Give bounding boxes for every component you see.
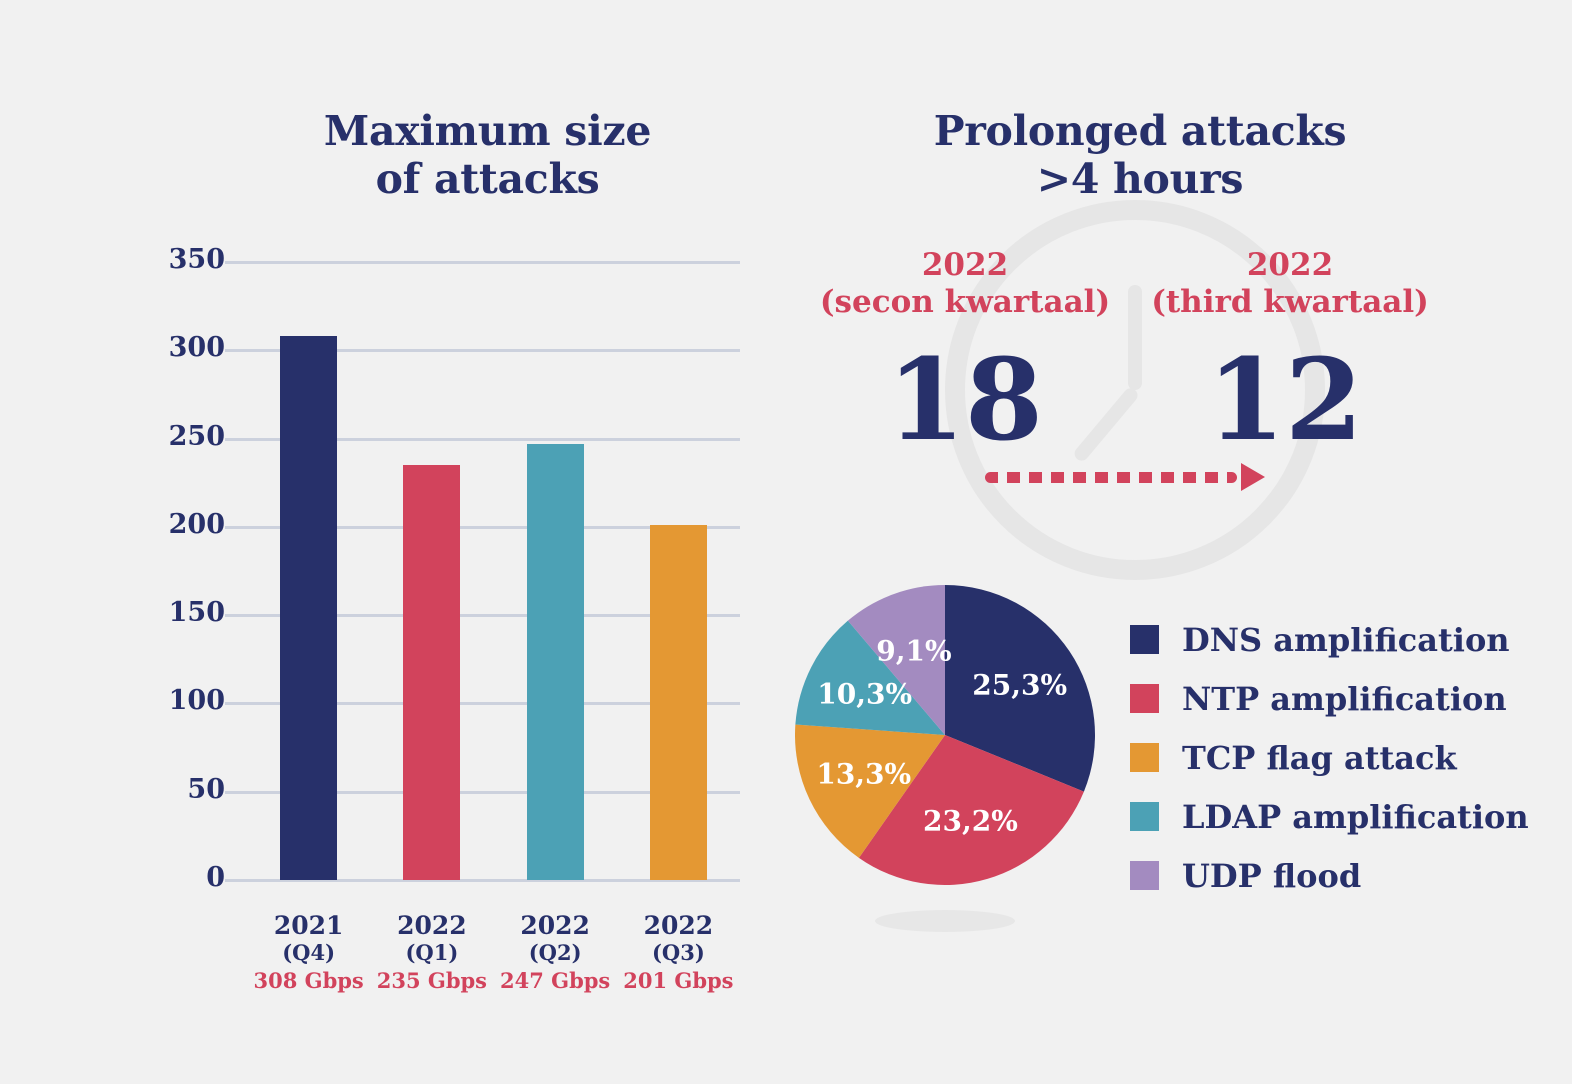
bar-chart-tick <box>225 614 247 618</box>
pie-slice <box>858 735 1084 885</box>
trend-arrow-head-icon <box>1241 463 1265 491</box>
prolonged-attacks-count-right: 12 <box>1207 335 1363 466</box>
trend-arrow <box>985 462 1275 492</box>
bar-chart-gridline <box>247 261 740 264</box>
quarter-label-left-quarter: (secon kwartaal) <box>819 284 1111 321</box>
prolonged-attacks-count-left: 18 <box>887 335 1043 466</box>
quarter-label-left-year: 2022 <box>921 247 1009 283</box>
quarter-label-left: 2022 (secon kwartaal) <box>810 247 1120 321</box>
legend-item-label: NTP amplification <box>1182 679 1507 718</box>
bar-chart-y-axis: 0 50 100 150 200 250 300 350 <box>130 244 225 893</box>
bar-chart-tick <box>225 349 247 353</box>
legend-item: TCP flag attack <box>1130 728 1550 787</box>
bar-chart-bar <box>403 465 461 880</box>
legend-item-label: UDP flood <box>1182 856 1362 895</box>
bar-chart-x-label-quarter: (Q3) <box>651 940 705 965</box>
bar-chart-tick <box>225 525 247 529</box>
legend-swatch-icon <box>1130 625 1159 654</box>
bar-chart-x-label-group: 2022 (Q1) 235 Gbps <box>357 912 507 994</box>
bar-chart-y-tick-label: 100 <box>168 685 225 717</box>
bar-chart-bar <box>526 443 584 880</box>
pie-slice-label: 25,3% <box>972 668 1068 702</box>
bar-chart-tick <box>225 702 247 706</box>
bar-chart-gridline <box>247 525 740 529</box>
pie-slice <box>795 620 945 735</box>
bar-chart-x-label-year: 2022 <box>643 911 714 940</box>
legend-swatch-icon <box>1130 802 1159 831</box>
bar-chart-y-tick-label: 150 <box>168 597 225 629</box>
bar-chart-x-label-quarter: (Q4) <box>282 940 336 965</box>
bar-chart-y-tick-label: 200 <box>168 508 225 540</box>
pie-slice <box>847 585 945 735</box>
legend-item-label: LDAP amplification <box>1182 797 1529 836</box>
bar-chart-y-tick-label: 50 <box>187 773 225 805</box>
bar-chart-title: Maximum size of attacks <box>205 107 770 204</box>
pie-slice <box>795 724 945 858</box>
bar-chart-x-label-group: 2021 (Q4) 308 Gbps <box>234 912 384 994</box>
pie-chart-shadow <box>875 910 1015 932</box>
pie-slice-label: 13,3% <box>816 757 912 791</box>
legend-item-label: TCP flag attack <box>1182 738 1457 777</box>
quarter-label-right-year: 2022 <box>1246 247 1334 283</box>
bar-chart-y-tick-label: 250 <box>168 420 225 452</box>
legend-item: NTP amplification <box>1130 669 1550 728</box>
bar-chart-x-label-quarter: (Q1) <box>405 940 459 965</box>
clock-icon <box>945 200 1325 580</box>
attack-types-panel: 25,3% 23,2% 13,3% 10,3% 9,1% DNS amplificati… <box>790 560 1572 1020</box>
bar-chart-x-label-value: 201 Gbps <box>623 968 734 994</box>
trend-arrow-dotted-line <box>985 472 1237 483</box>
prolonged-attacks-title-line2: >4 hours <box>1036 155 1244 204</box>
bar-chart-gridline <box>247 879 740 882</box>
bar-chart-tick <box>225 790 247 794</box>
quarter-label-right: 2022 (third kwartaal) <box>1140 247 1440 321</box>
clock-minute-hand <box>1128 285 1142 390</box>
prolonged-attacks-title: Prolonged attacks >4 hours <box>880 107 1400 204</box>
bar-chart-y-tick-label: 350 <box>168 244 225 275</box>
bar-chart-tick <box>225 261 247 264</box>
legend-swatch-icon <box>1130 684 1159 713</box>
legend-item: UDP flood <box>1130 846 1550 905</box>
bar-chart-gridline <box>247 349 740 353</box>
bar-chart-plot-area <box>225 261 740 882</box>
prolonged-attacks-title-line1: Prolonged attacks <box>933 107 1347 155</box>
quarter-label-right-quarter: (third kwartaal) <box>1151 284 1429 321</box>
bar-chart-x-label-group: 2022 (Q2) 247 Gbps <box>480 912 630 994</box>
legend-swatch-icon <box>1130 861 1159 890</box>
bar-chart-title-line1: Maximum size <box>323 107 652 155</box>
pie-slice-label: 23,2% <box>923 804 1018 838</box>
bar-chart-y-tick-label: 0 <box>206 862 225 893</box>
pie-slice <box>945 585 1095 792</box>
bar-chart-x-label-group: 2022 (Q3) 201 Gbps <box>603 912 753 994</box>
bar-chart-bar <box>280 336 338 880</box>
legend-item-label: DNS amplification <box>1182 620 1510 659</box>
bar-chart-bar <box>649 525 707 880</box>
pie-slice-label: 9,1% <box>876 634 952 668</box>
bar-chart-y-tick-label: 300 <box>168 332 225 364</box>
bar-chart-gridline <box>247 437 740 441</box>
pie-chart: 25,3% 23,2% 13,3% 10,3% 9,1% <box>795 585 1095 885</box>
legend-item: LDAP amplification <box>1130 787 1550 846</box>
pie-chart-legend: DNS amplification NTP amplification TCP fl… <box>1130 610 1550 905</box>
bar-chart-x-label-year: 2021 <box>273 911 344 940</box>
bar-chart-x-axis: 2021 (Q4) 308 Gbps 2022 (Q1) 235 Gbps 2022 (Q2)… <box>247 912 740 1022</box>
bar-chart-gridline <box>247 702 740 706</box>
legend-swatch-icon <box>1130 743 1159 772</box>
bar-chart-x-label-value: 247 Gbps <box>499 968 611 994</box>
bar-chart-x-label-quarter: (Q2) <box>528 940 582 965</box>
pie-chart-svg <box>795 585 1095 885</box>
bar-chart-gridline <box>247 790 740 794</box>
prolonged-attacks-panel: Prolonged attacks >4 hours 2022 (secon k… <box>790 0 1572 580</box>
bar-chart-x-label-year: 2022 <box>520 911 590 940</box>
bar-chart-gridline <box>247 614 740 618</box>
bar-chart-x-label-value: 235 Gbps <box>376 968 488 994</box>
bar-chart-x-label-value: 308 Gbps <box>253 968 364 994</box>
bar-chart-x-label-year: 2022 <box>397 911 467 940</box>
bar-chart-tick <box>225 437 247 441</box>
legend-item: DNS amplification <box>1130 610 1550 669</box>
bar-chart-title-line2: of attacks <box>375 155 600 204</box>
pie-slice-label: 10,3% <box>817 677 913 711</box>
bar-chart-panel: Maximum size of attacks 0 50 100 150 200 250 3… <box>130 107 770 1022</box>
bar-chart-tick <box>225 879 247 882</box>
